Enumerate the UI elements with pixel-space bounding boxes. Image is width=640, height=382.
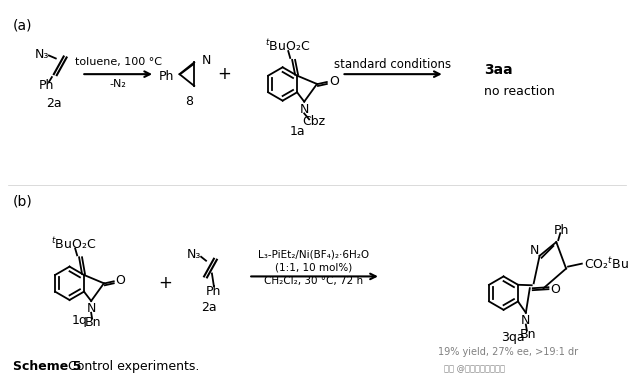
Text: N₃: N₃ xyxy=(35,48,49,61)
Text: toluene, 100 °C: toluene, 100 °C xyxy=(75,57,162,67)
Text: N: N xyxy=(521,314,531,327)
Text: O: O xyxy=(550,283,560,296)
Text: L₃-PiEt₂/Ni(BF₄)₂·6H₂O: L₃-PiEt₂/Ni(BF₄)₂·6H₂O xyxy=(259,250,370,260)
Text: (a): (a) xyxy=(13,18,32,32)
Text: (1:1, 10 mol%): (1:1, 10 mol%) xyxy=(275,262,353,273)
Text: 8: 8 xyxy=(186,95,193,108)
Text: +: + xyxy=(158,274,172,292)
Text: 2a: 2a xyxy=(201,301,217,314)
Text: Ph: Ph xyxy=(159,70,175,83)
Text: 2a: 2a xyxy=(46,97,61,110)
Text: 19% yield, 27% ee, >19:1 dr: 19% yield, 27% ee, >19:1 dr xyxy=(438,347,579,357)
Text: Bn: Bn xyxy=(85,316,101,329)
Text: $^t$BuO₂C: $^t$BuO₂C xyxy=(264,38,310,54)
Text: standard conditions: standard conditions xyxy=(334,58,451,71)
Text: -N₂: -N₂ xyxy=(109,79,127,89)
Text: Bn: Bn xyxy=(520,328,536,341)
Text: Control experiments.: Control experiments. xyxy=(63,360,199,373)
Text: Scheme 5: Scheme 5 xyxy=(13,360,81,373)
Text: N: N xyxy=(202,54,211,67)
Text: N: N xyxy=(300,103,309,116)
Text: 3qa: 3qa xyxy=(502,331,525,344)
Text: N: N xyxy=(530,244,540,257)
Text: CO₂$^t$Bu: CO₂$^t$Bu xyxy=(584,256,628,272)
Text: no reaction: no reaction xyxy=(484,85,555,98)
Text: O: O xyxy=(116,274,125,287)
Text: +: + xyxy=(217,65,230,83)
Text: Ph: Ph xyxy=(554,224,569,237)
Text: 知乎 @化学领域前沿文献: 知乎 @化学领域前沿文献 xyxy=(444,364,504,373)
Text: Cbz: Cbz xyxy=(303,115,326,128)
Text: Ph: Ph xyxy=(38,79,54,92)
Text: N₃: N₃ xyxy=(187,248,202,261)
Text: N: N xyxy=(86,302,96,315)
Text: $^t$BuO₂C: $^t$BuO₂C xyxy=(51,236,97,251)
Text: O: O xyxy=(329,74,339,87)
Text: 3aa: 3aa xyxy=(484,63,513,77)
Text: CH₂Cl₂, 30 °C, 72 h: CH₂Cl₂, 30 °C, 72 h xyxy=(264,276,364,286)
Text: Ph: Ph xyxy=(206,285,221,298)
Text: 1q: 1q xyxy=(72,314,87,327)
Text: 1a: 1a xyxy=(289,125,305,138)
Text: (b): (b) xyxy=(13,195,33,209)
